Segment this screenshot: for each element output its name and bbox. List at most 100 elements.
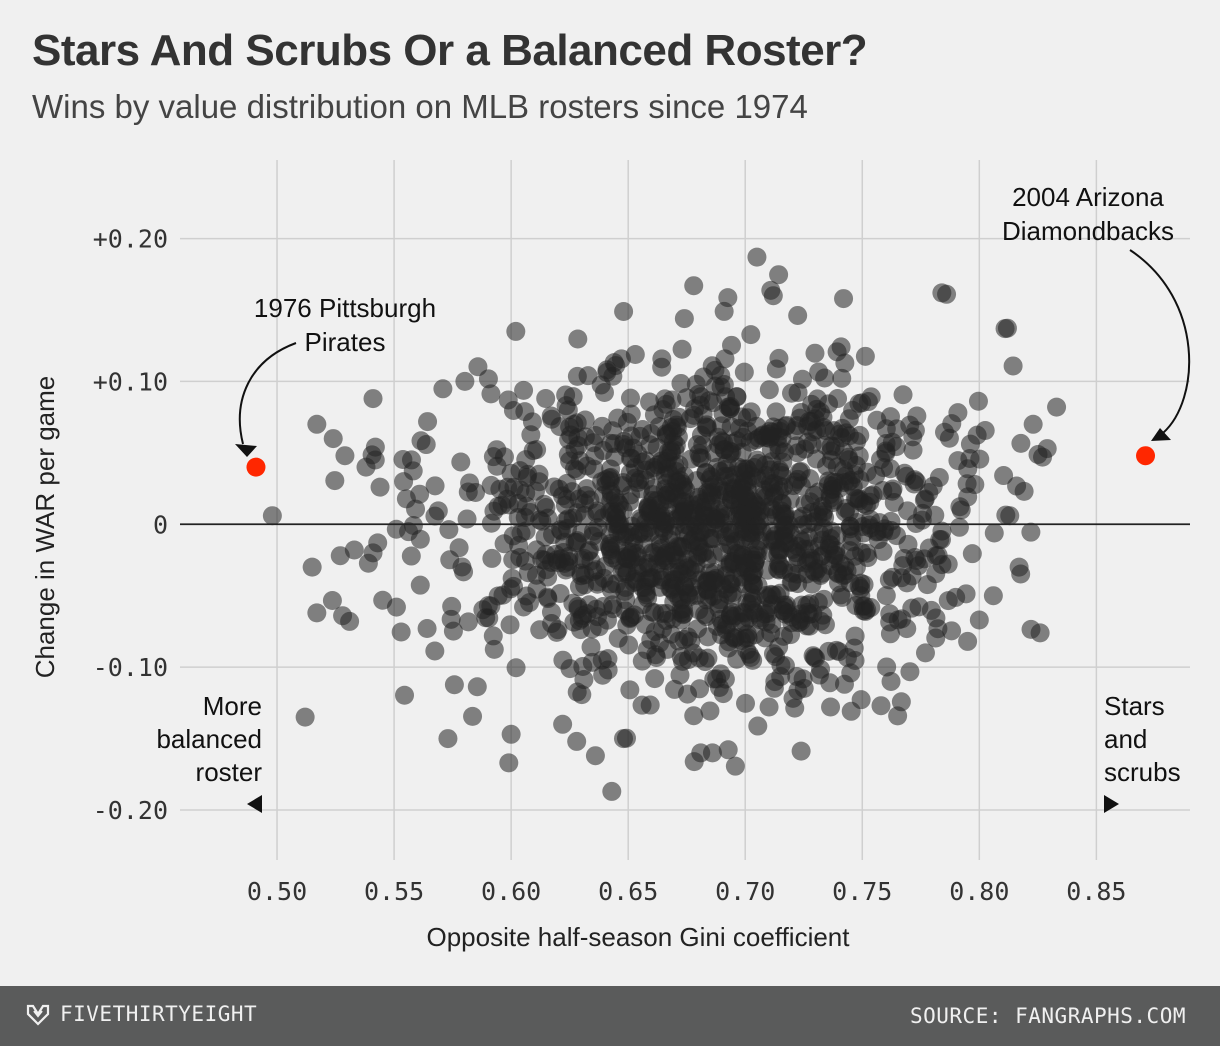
data-point: [702, 743, 722, 763]
data-point: [585, 746, 605, 766]
data-point: [568, 599, 588, 619]
data-point: [406, 499, 426, 519]
right-direction-line1: Stars: [1104, 691, 1165, 721]
data-point: [923, 476, 943, 496]
data-point: [854, 574, 874, 594]
data-point: [876, 586, 896, 606]
highlighted-data-point: [246, 457, 266, 477]
brand-name: FIVETHIRTYEIGHT: [60, 1002, 258, 1026]
data-point: [711, 664, 731, 684]
data-point: [458, 612, 478, 632]
data-point: [948, 451, 968, 471]
data-point: [690, 448, 710, 468]
data-point: [697, 415, 717, 435]
right-direction-line2: and: [1104, 724, 1147, 754]
data-point: [628, 472, 648, 492]
data-point: [849, 446, 869, 466]
right-triangle-icon: [1104, 795, 1119, 813]
data-point: [391, 622, 411, 642]
pirates-arrow: [238, 342, 297, 445]
data-point: [819, 394, 839, 414]
data-point: [861, 387, 881, 407]
data-point: [482, 548, 502, 568]
data-point: [499, 495, 519, 515]
data-point: [769, 265, 789, 285]
data-point: [775, 506, 795, 526]
data-point: [262, 506, 282, 526]
data-point: [536, 498, 556, 518]
data-point: [401, 450, 421, 470]
dbacks-arrow: [1129, 249, 1191, 434]
data-point: [710, 461, 730, 481]
data-point: [514, 597, 534, 617]
data-point: [550, 584, 570, 604]
data-point: [363, 389, 383, 409]
data-point: [687, 471, 707, 491]
data-point: [732, 567, 752, 587]
data-point: [969, 610, 989, 630]
data-point: [759, 380, 779, 400]
data-point: [769, 348, 789, 368]
data-point: [443, 621, 463, 641]
data-point: [452, 557, 472, 577]
left-direction-line2: balanced: [156, 724, 262, 754]
data-point: [720, 552, 740, 572]
pirates-annotation: 1976 Pittsburgh Pirates: [235, 293, 436, 457]
data-point: [567, 731, 587, 751]
data-point: [900, 662, 920, 682]
data-point: [709, 594, 729, 614]
data-point: [1007, 476, 1027, 496]
data-point: [602, 545, 622, 565]
data-point: [725, 756, 745, 776]
y-axis-label: Change in WAR per game: [30, 376, 60, 679]
data-point: [368, 533, 388, 553]
data-point: [411, 431, 431, 451]
data-point: [903, 440, 923, 460]
data-point: [763, 487, 783, 507]
data-point: [671, 373, 691, 393]
data-point: [904, 474, 924, 494]
data-point: [983, 586, 1003, 606]
data-point: [457, 509, 477, 529]
data-point: [425, 641, 445, 661]
data-point: [785, 698, 805, 718]
data-point: [661, 573, 681, 593]
data-point: [571, 566, 591, 586]
data-point: [861, 598, 881, 618]
data-point: [511, 523, 531, 543]
dbacks-label-line2: Diamondbacks: [1002, 216, 1174, 246]
data-point: [808, 559, 828, 579]
data-point: [340, 611, 360, 631]
data-point: [897, 619, 917, 639]
data-point: [410, 575, 430, 595]
data-point: [592, 416, 612, 436]
data-point: [614, 431, 634, 451]
data-point: [994, 466, 1014, 486]
data-point: [915, 643, 935, 663]
data-point: [759, 697, 779, 717]
data-point: [569, 489, 589, 509]
data-point: [891, 692, 911, 712]
data-point: [438, 729, 458, 749]
data-point: [852, 542, 872, 562]
data-point: [893, 385, 913, 405]
data-point: [736, 693, 756, 713]
data-point: [667, 488, 687, 508]
data-point: [657, 639, 677, 659]
data-point: [688, 536, 708, 556]
data-point: [516, 496, 536, 516]
data-point: [455, 371, 475, 391]
data-point: [620, 680, 640, 700]
data-point: [444, 675, 464, 695]
dbacks-annotation: 2004 Arizona Diamondbacks: [1002, 182, 1191, 441]
data-point: [880, 624, 900, 644]
data-point: [642, 602, 662, 622]
data-point: [711, 625, 731, 645]
data-point: [720, 398, 740, 418]
data-point: [763, 286, 783, 306]
data-point: [825, 437, 845, 457]
data-point: [660, 465, 680, 485]
data-point: [632, 452, 652, 472]
data-point: [433, 379, 453, 399]
data-point: [481, 384, 501, 404]
